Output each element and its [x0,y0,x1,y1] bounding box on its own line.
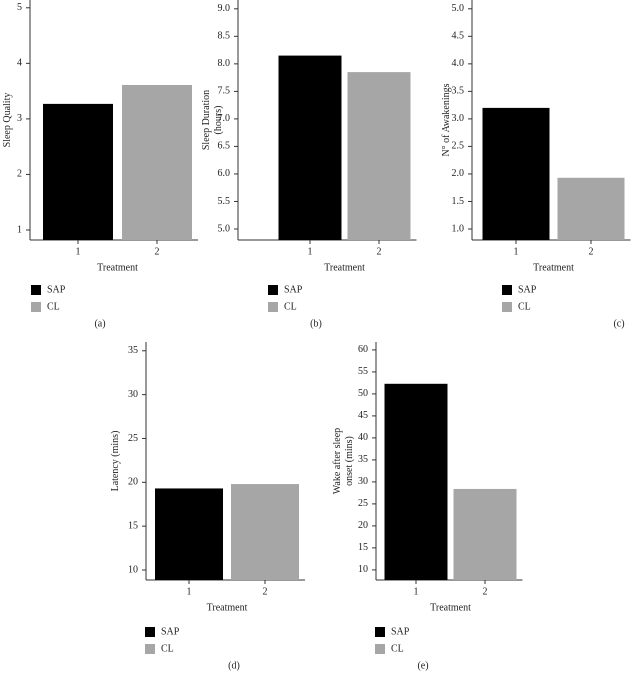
y-tick-label: 25 [358,498,368,509]
y-tick-label: 2.0 [452,168,465,179]
y-tick-label: 5 [17,2,22,13]
x-tick-label: 1 [308,246,313,257]
legend-label: CL [391,643,404,654]
y-tick-label: 10 [358,564,368,575]
y-tick-label: 35 [358,454,368,465]
bar [43,103,113,240]
bar [347,72,411,240]
y-tick-label: 10 [128,564,138,575]
y-tick-label: 4.5 [452,31,465,42]
y-tick-label: 7.0 [218,113,231,124]
y-tick-label: 9.0 [218,3,231,14]
y-tick-label: 1.5 [452,196,465,207]
legend-label: SAP [391,626,410,637]
legend-swatch [31,285,41,295]
y-tick-label: 45 [358,410,368,421]
y-tick-label: 3.0 [452,113,465,124]
legend-label: CL [518,301,531,312]
y-tick-label: 15 [128,520,138,531]
y-tick-label: 30 [128,389,138,400]
x-tick-label: 2 [263,586,268,597]
y-axis-label: N° of Awakenings [441,83,452,157]
legend-label: SAP [284,284,303,295]
y-tick-label: 6.0 [218,168,231,179]
bar [453,488,517,580]
x-tick-label: 2 [483,586,488,597]
x-axis-label: Treatment [97,262,138,273]
legend-label: SAP [47,284,66,295]
legend-swatch [375,644,385,654]
x-tick-label: 2 [589,246,594,257]
bar [122,85,192,240]
x-tick-label: 2 [155,246,160,257]
legend-swatch [268,285,278,295]
legend-swatch [502,285,512,295]
bar [557,177,625,240]
y-tick-label: 20 [128,477,138,488]
x-tick-label: 1 [514,246,519,257]
x-tick-label: 1 [76,246,81,257]
y-tick-label: 15 [358,542,368,553]
legend-swatch [268,302,278,312]
y-tick-label: 20 [358,520,368,531]
legend-label: SAP [518,284,537,295]
y-axis-label: Wake after sleep onset (mins) [332,427,355,495]
y-tick-label: 60 [358,344,368,355]
legend-swatch [145,627,155,637]
y-tick-label: 25 [128,433,138,444]
legend-swatch [31,302,41,312]
x-axis-label: Treatment [324,262,365,273]
y-tick-label: 5.0 [452,3,465,14]
x-axis-label: Treatment [207,602,248,613]
y-axis-label: Sleep Duration (hours) [201,89,224,151]
legend-label: CL [161,643,174,654]
x-axis-label: Treatment [533,262,574,273]
y-tick-label: 3 [17,113,22,124]
y-tick-label: 5.0 [218,223,231,234]
y-tick-label: 1.0 [452,223,465,234]
y-tick-label: 2.5 [452,141,465,152]
y-tick-label: 2 [17,169,22,180]
y-tick-label: 6.5 [218,141,231,152]
caption: (a) [94,318,105,329]
y-tick-label: 8.0 [218,58,231,69]
caption: (b) [310,318,322,329]
y-tick-label: 50 [358,388,368,399]
y-tick-label: 7.5 [218,86,231,97]
x-tick-label: 2 [377,246,382,257]
legend-label: CL [47,301,60,312]
bar [482,107,550,240]
bar [231,484,299,580]
legend-swatch [375,627,385,637]
y-tick-label: 3.5 [452,86,465,97]
x-axis-label: Treatment [430,602,471,613]
bar [384,383,448,580]
x-tick-label: 1 [414,586,419,597]
legend-swatch [145,644,155,654]
y-tick-label: 4 [17,58,22,69]
y-tick-label: 5.5 [218,196,231,207]
y-tick-label: 30 [358,476,368,487]
bar [155,488,223,580]
caption: (c) [613,318,624,329]
y-tick-label: 55 [358,366,368,377]
y-tick-label: 1 [17,224,22,235]
y-tick-label: 40 [358,432,368,443]
x-tick-label: 1 [187,586,192,597]
bar [278,55,342,240]
legend-swatch [502,302,512,312]
y-axis-label: Latency (mins) [110,430,121,492]
legend-label: CL [284,301,297,312]
y-tick-label: 4.0 [452,58,465,69]
caption: (e) [417,660,428,671]
y-axis-label: Sleep Quality [2,92,13,148]
legend-label: SAP [161,626,180,637]
y-tick-label: 35 [128,345,138,356]
y-tick-label: 8.5 [218,31,231,42]
caption: (d) [228,660,240,671]
